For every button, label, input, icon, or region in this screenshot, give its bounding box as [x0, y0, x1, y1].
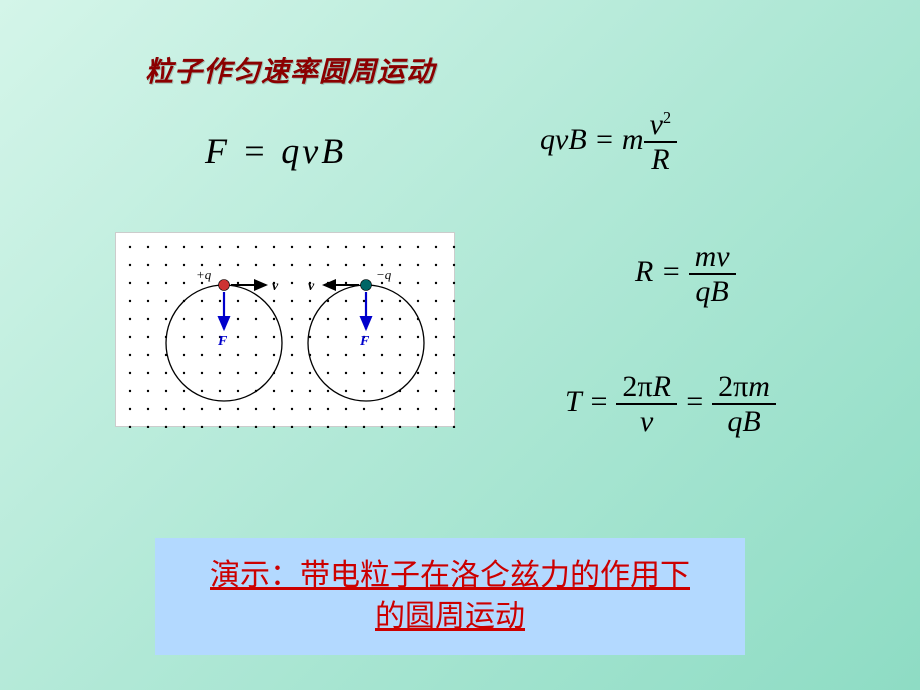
f3-eq: = [653, 255, 688, 288]
demo-link-box[interactable]: 演示：带电粒子在洛仑兹力的作用下 的圆周运动 [155, 538, 745, 655]
f4-num2a: 2π [718, 370, 748, 403]
f4-lhs: T [565, 385, 581, 418]
f3-lhs: R [635, 255, 653, 288]
f1-rhs: qvB [281, 131, 346, 171]
svg-text:v: v [308, 279, 315, 294]
diagram-svg: +q v F −q v F [116, 233, 456, 428]
f2-lhs: qvB [540, 123, 587, 156]
formula-force: F = qvB [205, 130, 346, 172]
f3-num: mv [689, 240, 736, 275]
f2-den: R [644, 143, 678, 176]
f4-frac2: 2πmqB [712, 370, 776, 438]
f4-den2: qB [712, 405, 776, 438]
f4-num1a: 2π [622, 370, 652, 403]
circular-motion-diagram: +q v F −q v F [115, 232, 455, 427]
f4-eq: = [581, 385, 616, 418]
svg-text:v: v [272, 279, 279, 294]
f4-eq2: = [677, 385, 712, 418]
f1-lhs: F [205, 131, 230, 171]
svg-text:+q: +q [196, 267, 212, 282]
f3-den: qB [689, 275, 736, 308]
formula-period: T = 2πRv = 2πmqB [565, 370, 776, 438]
f4-num1b: R [653, 370, 671, 403]
f2-eq: = [587, 123, 622, 156]
f4-num2b: m [748, 370, 770, 403]
f1-eq: = [230, 131, 281, 171]
f3-frac: mvqB [689, 240, 736, 308]
formula-centripetal: qvB = mv2 R [540, 108, 677, 176]
f2-m: m [622, 123, 644, 156]
svg-text:F: F [359, 334, 370, 349]
f4-den1: v [616, 405, 676, 438]
demo-line1: 演示：带电粒子在洛仑兹力的作用下 [210, 559, 690, 592]
f2-frac: v2 R [644, 108, 678, 176]
f4-frac1: 2πRv [616, 370, 676, 438]
f2-sup: 2 [663, 108, 671, 127]
demo-text: 演示：带电粒子在洛仑兹力的作用下 的圆周运动 [165, 556, 735, 637]
page-title: 粒子作匀速率圆周运动 [145, 50, 435, 90]
svg-text:−q: −q [376, 267, 392, 282]
formula-radius: R = mvqB [635, 240, 736, 308]
demo-line2: 的圆周运动 [375, 600, 525, 633]
svg-text:F: F [217, 334, 228, 349]
f2-num: v [650, 108, 663, 141]
